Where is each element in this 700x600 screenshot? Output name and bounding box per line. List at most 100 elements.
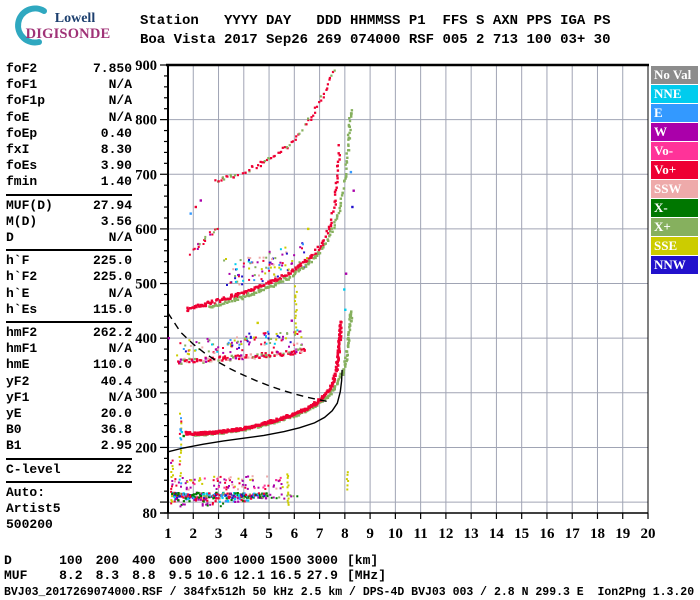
dmuf-value: 27.9 (306, 568, 338, 583)
param-label: yF2 (6, 373, 30, 389)
svg-text:14: 14 (489, 526, 505, 542)
svg-text:200: 200 (135, 440, 157, 456)
dmuf-value: 8.8 (132, 568, 156, 583)
param-value: N/A (108, 341, 132, 357)
param-row: C-level 22 (6, 462, 132, 478)
header-values-line: Boa Vista 2017 Sep26 269 074000 RSF 005 … (140, 32, 611, 48)
dmuf-value: 1000 (233, 553, 265, 568)
dmuf-value: 1500 (270, 553, 302, 568)
dmuf-value: 9.5 (168, 568, 192, 583)
svg-text:900: 900 (135, 58, 157, 74)
param-value: 225.0 (92, 269, 132, 285)
param-label: h`F2 (6, 269, 38, 285)
trace-F-2hop-X (208, 109, 354, 309)
svg-text:80: 80 (143, 506, 158, 522)
param-label: yE (6, 406, 22, 422)
dmuf-value: 8.3 (95, 568, 119, 583)
svg-text:3: 3 (215, 526, 223, 542)
logo-text-digisonde: DIGISONDE (25, 26, 111, 42)
param-value: 3.90 (100, 158, 132, 174)
trace-sporadic-dots (167, 170, 355, 438)
param-value: N/A (108, 230, 132, 246)
trace-es-band2 (173, 496, 250, 503)
param-label: h`E (6, 285, 30, 301)
param-value: 40.4 (100, 373, 132, 389)
svg-text:16: 16 (539, 526, 555, 542)
svg-text:1: 1 (164, 526, 172, 542)
param-row: D N/A (6, 230, 132, 246)
svg-text:17: 17 (565, 526, 581, 542)
param-row: MUF(D) 27.94 (6, 198, 132, 214)
param-value: 22 (116, 461, 132, 477)
param-label: foEs (6, 158, 38, 174)
panel-divider (6, 321, 132, 324)
param-row: B1 2.95 (6, 438, 132, 454)
param-value: 7.850 (92, 61, 132, 76)
param-label: foF2 (6, 61, 38, 76)
panel-divider (6, 193, 132, 196)
dmuf-value: 100 (59, 553, 83, 568)
header-columns-line: Station YYYY DAY DDD HHMMSS P1 FFS S AXN… (140, 13, 611, 29)
logo-arc-icon (15, 5, 47, 46)
svg-text:800: 800 (135, 113, 157, 129)
svg-text:300: 300 (135, 386, 157, 402)
svg-text:4: 4 (240, 526, 248, 542)
param-value: 2.95 (100, 438, 132, 454)
dmuf-row-d: D 100 200 400 600 800 1000 1500 3000 [km] (4, 553, 386, 568)
param-value: 8.30 (100, 142, 132, 158)
dmuf-value: 800 (205, 553, 229, 568)
param-row: hmF1 N/A (6, 341, 132, 357)
legend-item-x-: X+ (651, 218, 698, 236)
param-label: hmF1 (6, 341, 38, 357)
param-label: B0 (6, 422, 22, 438)
param-row: foEp 0.40 (6, 126, 132, 142)
svg-text:20: 20 (641, 526, 656, 542)
trace-spreadF2-scatter (223, 242, 308, 286)
x-axis-labels: 1 2 3 4 5 6 7 8 9 10 11 12 13 14 15 16 17 18 19 20 (164, 526, 655, 542)
param-row: h`Es 115.0 (6, 302, 132, 318)
param-label: fxI (6, 142, 30, 158)
plot-axes (160, 63, 649, 519)
autoscaling-info: 500200 (6, 517, 53, 533)
d-muf-table: D 100 200 400 600 800 1000 1500 3000 [km] MUF 8.2 8.… (4, 553, 386, 583)
legend-item-x-: X- (651, 199, 698, 217)
param-row: yE 20.0 (6, 406, 132, 422)
panel-divider (6, 457, 132, 460)
svg-text:5: 5 (265, 526, 273, 542)
status-bar: BVJ03_2017269074000.RSF / 384fx512h 50 k… (4, 586, 695, 599)
trace-spreadF-band (177, 347, 306, 365)
legend-item-vo-: Vo- (651, 142, 698, 160)
dmuf-value: 8.2 (59, 568, 83, 583)
param-value: N/A (108, 285, 132, 301)
svg-text:15: 15 (514, 526, 529, 542)
svg-text:400: 400 (135, 331, 157, 347)
param-row: h`F2 225.0 (6, 269, 132, 285)
param-label: h`F (6, 253, 30, 269)
svg-text:8: 8 (341, 526, 349, 542)
param-value: 110.0 (92, 357, 132, 373)
dmuf-value: 600 (168, 553, 192, 568)
param-row: M(D) 3.56 (6, 214, 132, 230)
param-row: foF1p N/A (6, 93, 132, 109)
dmuf-row-label: D (4, 553, 12, 568)
param-row: foF2 7.850 (6, 61, 132, 77)
param-value: N/A (108, 389, 132, 405)
param-label: D (6, 230, 14, 246)
param-value: 115.0 (92, 301, 132, 317)
dmuf-row-muf: MUF 8.2 8.3 8.8 9.5 10.6 12.1 16.5 27.9 [MHz] (4, 568, 386, 583)
station-header: Station YYYY DAY DDD HHMMSS P1 FFS S AXN… (140, 12, 610, 50)
param-row: B0 36.8 (6, 422, 132, 438)
legend-item-w: W (651, 123, 698, 141)
dmuf-unit: [km] (347, 553, 379, 568)
trace-model-trace-line (167, 369, 343, 453)
param-row: hmF2 262.2 (6, 325, 132, 341)
legend-item-sse: SSE (651, 237, 698, 255)
trace-spread-col-3 (286, 473, 290, 506)
doppler-legend: No Val NNE E W Vo- Vo+ SSW X- X+ SSE NNW (651, 66, 698, 275)
param-value: 1.40 (100, 174, 132, 190)
param-row: foE N/A (6, 110, 132, 126)
param-value: N/A (108, 109, 132, 125)
trace-F-2hop-O (186, 144, 341, 313)
legend-item-vo-: Vo+ (651, 161, 698, 179)
